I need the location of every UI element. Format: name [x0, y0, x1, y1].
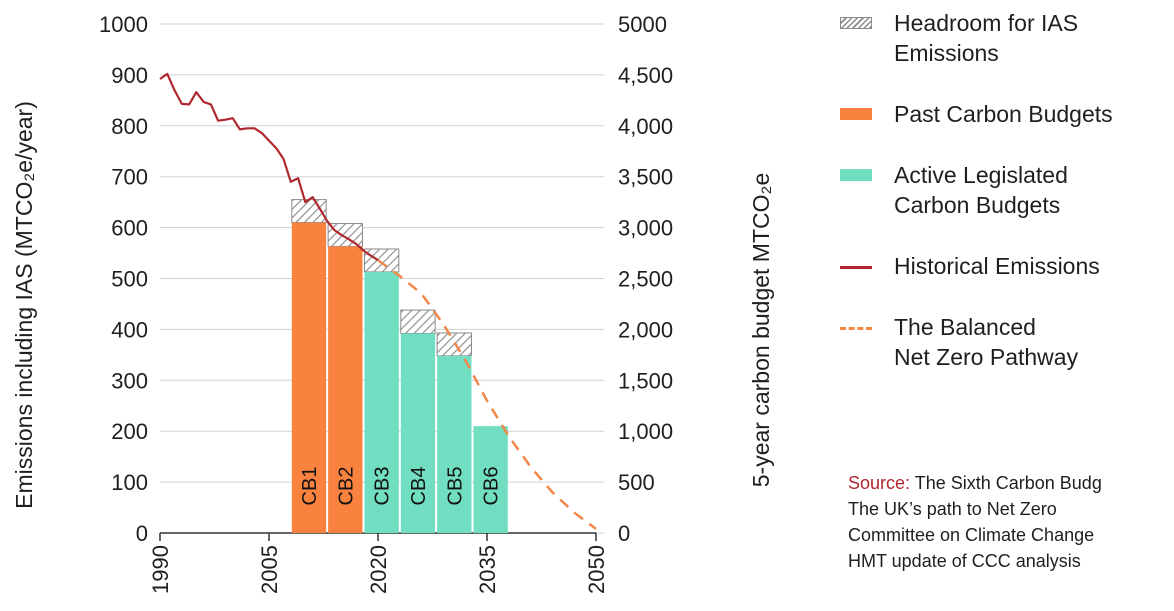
bar-label-cb6: CB6 — [481, 467, 503, 506]
legend-item-past: Past Carbon Budgets — [838, 99, 1174, 129]
budget-bar-cb1 — [291, 222, 327, 533]
net-zero-pathway-line — [377, 259, 597, 530]
source-title: The Sixth Carbon Budg — [910, 473, 1102, 493]
legend-swatch-active — [840, 169, 872, 181]
headroom-bar-cb4 — [400, 309, 436, 334]
left-tick-label: 400 — [111, 317, 148, 342]
left-tick-label: 900 — [111, 63, 148, 88]
left-tick-label: 500 — [111, 267, 148, 292]
right-tick-label: 4,500 — [618, 63, 673, 88]
lines — [159, 72, 597, 530]
legend-item-active: Active Legislated Carbon Budgets — [838, 160, 1174, 220]
x-tick-label: 1990 — [148, 545, 173, 594]
left-tick-label: 0 — [136, 521, 148, 546]
historical-emissions-line — [159, 72, 379, 262]
right-tick-label: 500 — [618, 470, 655, 495]
legend: Headroom for IAS Emissions Past Carbon B… — [838, 8, 1174, 403]
source-prefix: Source: — [848, 473, 911, 493]
x-tick-label: 2050 — [584, 545, 609, 594]
legend-item-pathway: The Balanced Net Zero Pathway — [838, 312, 1174, 372]
budget-bar-cb2 — [328, 246, 363, 534]
left-axis-title: Emissions including IAS (MTCO₂e/year) — [11, 101, 37, 509]
bar-label-cb2: CB2 — [335, 467, 357, 506]
x-axis: 1990 2005 2020 2035 2050 — [148, 533, 609, 594]
legend-swatch-past — [840, 108, 872, 120]
legend-label-past: Past Carbon Budgets — [894, 101, 1113, 127]
budget-bar-cb6 — [473, 426, 508, 533]
legend-swatch-headroom — [840, 17, 872, 29]
left-tick-label: 800 — [111, 114, 148, 139]
legend-label-pathway: The Balanced Net Zero Pathway — [894, 314, 1079, 370]
legend-swatch-pathway — [840, 327, 872, 330]
left-tick-label: 700 — [111, 165, 148, 190]
budget-bar-cb4 — [400, 333, 436, 533]
x-tick-label: 2005 — [257, 545, 282, 594]
legend-label-historical: Historical Emissions — [894, 253, 1100, 279]
headroom-bar-cb3 — [363, 248, 400, 273]
right-tick-label: 1,000 — [618, 419, 673, 444]
legend-item-historical: Historical Emissions — [838, 251, 1174, 281]
legend-label-headroom: Headroom for IAS Emissions — [894, 10, 1079, 66]
left-tick-label: 100 — [111, 470, 148, 495]
bar-label-cb3: CB3 — [372, 467, 394, 506]
left-tick-label: 600 — [111, 216, 148, 241]
legend-item-headroom: Headroom for IAS Emissions — [838, 8, 1174, 68]
budget-bar-cb3 — [364, 271, 399, 533]
source-lines: The UK’s path to Net Zero Committee on C… — [848, 499, 1095, 571]
right-axis-title: 5-year carbon budget MTCO₂e — [748, 173, 774, 487]
bar-label-cb1: CB1 — [299, 467, 321, 506]
right-tick-label: 3,500 — [618, 165, 673, 190]
x-tick-label: 2020 — [366, 545, 391, 594]
right-tick-label: 3,000 — [618, 216, 673, 241]
right-tick-label: 4,000 — [618, 114, 673, 139]
x-tick-label: 2035 — [475, 545, 500, 594]
source-note: Source: The Sixth Carbon Budg The UK’s p… — [848, 470, 1102, 574]
left-tick-label: 1000 — [99, 12, 148, 37]
budget-bar-cb5 — [437, 355, 472, 533]
right-axis: 0 500 1,000 1,500 2,000 2,500 3,000 3,500 4,000 4… — [618, 12, 673, 546]
bars: CB1 CB2 CB3 CB4 CB5 CB6 — [291, 199, 508, 534]
left-tick-label: 200 — [111, 419, 148, 444]
chart: 0 100 200 300 400 500 600 700 800 900 1000 0 500 1,0… — [11, 12, 774, 594]
legend-swatch-historical — [840, 266, 872, 269]
bar-label-cb4: CB4 — [408, 467, 430, 506]
right-tick-label: 0 — [618, 521, 630, 546]
legend-label-active: Active Legislated Carbon Budgets — [894, 162, 1068, 218]
right-tick-label: 1,500 — [618, 368, 673, 393]
right-tick-label: 2,000 — [618, 317, 673, 342]
left-tick-label: 300 — [111, 368, 148, 393]
bar-label-cb5: CB5 — [444, 467, 466, 506]
right-tick-label: 2,500 — [618, 267, 673, 292]
right-tick-label: 5000 — [618, 12, 667, 37]
